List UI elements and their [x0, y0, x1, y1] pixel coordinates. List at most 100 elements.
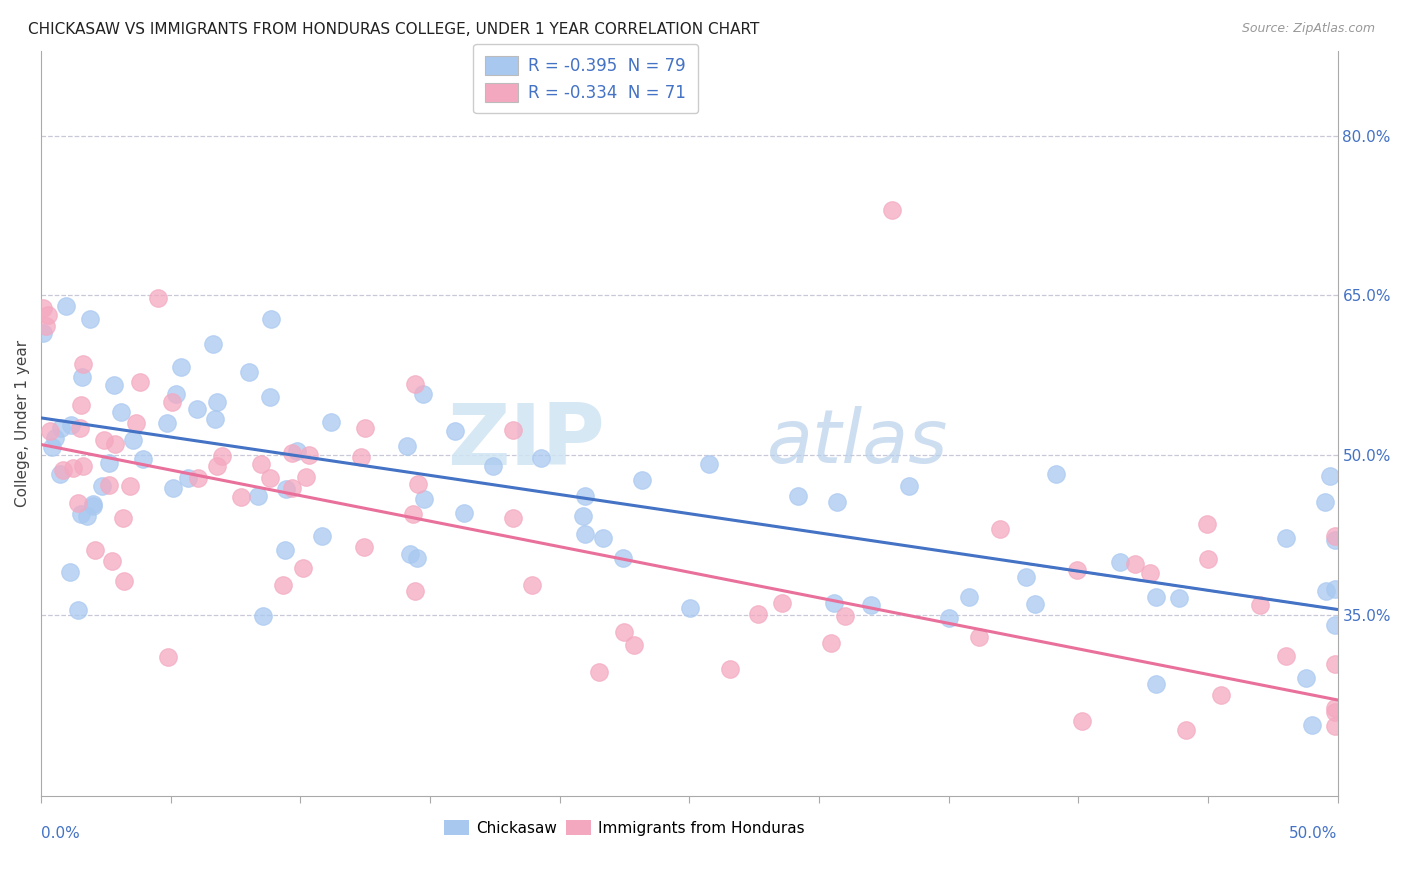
Point [399, 547, 422, 561]
Point [1024, 597, 1046, 611]
Point [76, 509, 98, 524]
Text: CHICKASAW VS IMMIGRANTS FROM HONDURAS COLLEGE, UNDER 1 YEAR CORRELATION CHART: CHICKASAW VS IMMIGRANTS FROM HONDURAS CO… [28, 22, 759, 37]
Point [187, 471, 209, 485]
Point [747, 607, 769, 621]
Point [679, 601, 702, 615]
Point [32, 326, 55, 341]
Point [1295, 672, 1317, 686]
Point [1015, 570, 1038, 584]
Point [156, 416, 179, 430]
Point [211, 449, 233, 463]
Point [110, 405, 132, 419]
Point [72, 357, 94, 371]
Point [1108, 555, 1130, 569]
Point [170, 359, 193, 374]
Point [1197, 516, 1219, 531]
Point [128, 375, 150, 389]
Point [69, 398, 91, 412]
Point [202, 337, 225, 351]
Point [1139, 566, 1161, 581]
Point [502, 424, 524, 438]
Point [132, 451, 155, 466]
Point [825, 495, 848, 509]
Point [1324, 719, 1347, 733]
Point [59, 418, 82, 433]
Point [412, 491, 434, 506]
Point [1319, 469, 1341, 483]
Point [1324, 618, 1347, 632]
Point [186, 402, 208, 417]
Point [1324, 582, 1347, 596]
Point [1324, 657, 1347, 671]
Point [70, 370, 93, 384]
Point [83, 542, 105, 557]
Point [44, 431, 66, 445]
Point [572, 509, 595, 524]
Point [165, 387, 187, 401]
Point [101, 554, 124, 568]
Point [207, 395, 229, 409]
Point [39, 424, 62, 438]
Text: Source: ZipAtlas.com: Source: ZipAtlas.com [1241, 22, 1375, 36]
Point [35, 318, 58, 333]
Point [1197, 552, 1219, 566]
Point [70, 507, 93, 521]
Point [1045, 467, 1067, 481]
Point [97, 456, 120, 470]
Point [957, 591, 980, 605]
Point [51, 421, 73, 435]
Point [406, 477, 429, 491]
Point [97, 477, 120, 491]
Point [298, 448, 321, 462]
Point [120, 479, 142, 493]
Point [156, 650, 179, 665]
Point [67, 603, 90, 617]
Point [404, 377, 426, 392]
Point [229, 490, 252, 504]
Point [834, 608, 856, 623]
Point [1175, 723, 1198, 738]
Point [104, 436, 127, 450]
Point [623, 638, 645, 652]
Point [402, 508, 425, 522]
Legend: Chickasaw, Immigrants from Honduras: Chickasaw, Immigrants from Honduras [439, 814, 811, 842]
Point [1324, 705, 1347, 719]
Point [146, 292, 169, 306]
Point [1123, 557, 1146, 571]
Text: 0.0%: 0.0% [41, 826, 80, 841]
Point [271, 578, 294, 592]
Point [273, 542, 295, 557]
Point [55, 299, 77, 313]
Point [121, 433, 143, 447]
Point [292, 561, 315, 575]
Point [453, 506, 475, 520]
Point [823, 596, 845, 610]
Point [405, 584, 427, 599]
Point [103, 378, 125, 392]
Point [502, 510, 524, 524]
Point [880, 203, 903, 218]
Point [820, 636, 842, 650]
Point [66, 495, 89, 509]
Point [93, 433, 115, 447]
Point [1249, 598, 1271, 612]
Point [260, 312, 283, 326]
Point [898, 479, 921, 493]
Point [160, 394, 183, 409]
Point [1301, 718, 1323, 732]
Point [1144, 677, 1167, 691]
Point [482, 458, 505, 473]
Point [1274, 649, 1296, 664]
Point [718, 662, 741, 676]
Point [592, 531, 614, 545]
Point [520, 578, 543, 592]
Point [125, 416, 148, 430]
Point [859, 599, 882, 613]
Point [613, 624, 636, 639]
Point [1324, 701, 1347, 715]
Point [82, 497, 104, 511]
Point [295, 470, 318, 484]
Point [412, 387, 434, 401]
Point [72, 458, 94, 473]
Point [252, 609, 274, 624]
